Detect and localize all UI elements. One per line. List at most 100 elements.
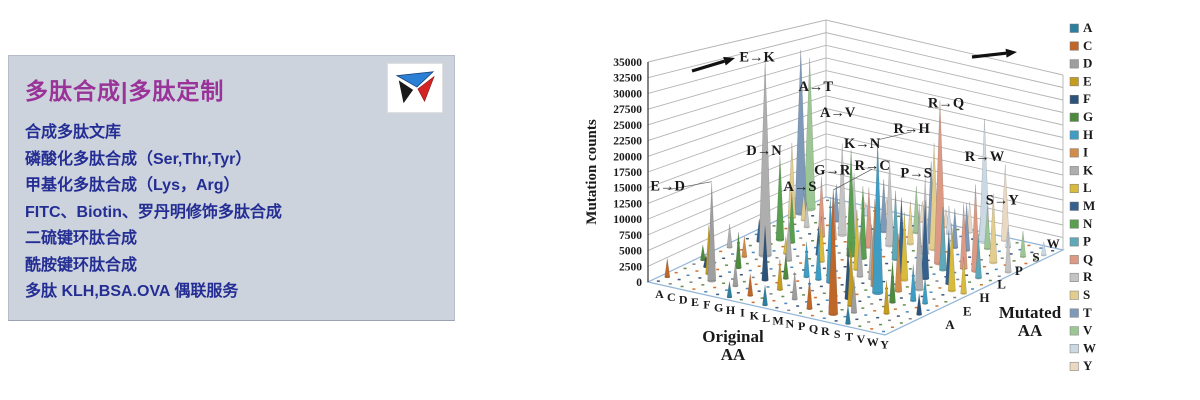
right-direction-arrow-icon [1005,48,1017,58]
y-axis-tick-label: 32500 [613,73,642,85]
floor-dot [840,259,844,261]
floor-dot [772,300,776,302]
cone-series [664,49,1047,325]
y-axis-tick-label: 20000 [613,151,642,163]
cone-spike [707,182,717,281]
floor-dot [867,296,871,298]
floor-dot [899,322,903,324]
cone-spike [960,256,967,294]
cone-spike [741,236,748,257]
cone-spike [818,216,825,262]
service-link[interactable]: 磷酸化多肽合成（Ser,Thr,Tyr） [25,150,252,168]
floor-dot [760,272,764,274]
floor-dot [908,293,912,295]
floor-dot [784,302,788,305]
y-axis-tick-label: 10000 [613,214,642,226]
floor-dot [781,295,785,298]
wall-gridlines [647,19,1064,283]
cone-spike [914,203,924,290]
z-axis-category-label: P [1015,263,1023,278]
service-link[interactable]: 合成多肽文库 [25,124,122,141]
cone-spike [762,285,768,306]
floor-dot [751,301,755,304]
floor-dot [730,278,734,280]
cone-spike [803,57,816,210]
service-link[interactable]: 酰胺键环肽合成 [25,256,138,274]
company-logo [387,63,443,113]
legend-swatch-R [1069,272,1079,282]
cone-spike [794,49,807,214]
x-axis-title: Original AA [702,327,764,364]
cone-spike [782,253,789,279]
floor-dot [656,280,660,282]
cone-spike [885,159,894,246]
cone-spike [984,206,991,249]
cone-spike [726,281,733,298]
floor-dot [843,241,847,243]
floor-dot [941,294,945,296]
legend-swatch-I [1069,148,1079,158]
floor-dot [1015,267,1019,269]
peak-annotations: E→D E→K A→T A→V A→S D→N G→R K→N R→C R→H R→Q P→S R→W S… [650,50,1019,209]
mutation-annotation-label: D→N [746,143,782,159]
x-axis-category-label: W [867,335,879,349]
floor-dot [822,292,826,295]
cone-spike [803,202,810,228]
legend-item-P: P [1083,234,1091,249]
legend-swatch-K [1069,166,1079,176]
floor-dot [760,297,764,299]
service-link[interactable]: 多肽 KLH,BSA.OVA 偶联服务 [25,283,239,300]
legend-swatch-C [1069,41,1079,51]
mutation-chart: 0 2500 5000 7500 10000 12500 15000 17500 20000 22… [580,0,1200,400]
x-axis-category-label: Y [880,337,889,351]
floor-dot [701,284,705,286]
floor-dot [825,224,829,227]
floor-dot [725,264,729,266]
legend-swatch-M [1069,201,1079,211]
floor-dot [861,282,865,284]
floor-dot [745,262,749,265]
mutation-annotation-label: R→W [965,149,1005,165]
floor-dot [805,301,809,303]
floor-dot [979,259,983,261]
floor-dot [861,307,865,309]
floor-dot [822,267,826,270]
floor-dot [719,250,723,253]
floor-dot [808,233,812,235]
legend-item-R: R [1083,269,1093,284]
floor-dot [825,299,829,301]
mutation-annotation-label: S→Y [986,193,1020,209]
x-axis-category-label: A [655,287,664,301]
floor-dot [837,277,841,279]
y-axis-title: Mutation counts [584,119,600,225]
floor-dot [834,245,838,247]
x-axis-category-label: I [740,306,745,320]
floor-dot [704,291,708,293]
service-link[interactable]: 甲基化多肽合成（Lys，Arg） [25,177,240,194]
service-link[interactable]: FITC、Biotin、罗丹明修饰多肽合成 [25,203,282,221]
floor-dot [956,278,960,281]
floor-dot [751,251,755,254]
x-axis-category-label: H [726,303,736,317]
legend-swatch-D [1069,59,1079,69]
cone-spike [735,232,742,269]
floor-dot [772,250,776,252]
floor-dot [1015,242,1019,244]
floor-dot [971,238,975,240]
legend-swatch-G [1069,112,1079,122]
floor-dot [819,310,823,313]
left-direction-arrow-icon [691,59,725,73]
floor-dot [938,287,942,289]
floor-dot [905,236,909,238]
legend-item-K: K [1083,162,1094,177]
floor-dot [781,270,785,273]
x-axis-category-label: V [857,332,866,346]
floor-dot [867,321,871,323]
legend-swatch-L [1069,183,1079,193]
cone-spike [891,190,900,260]
service-link[interactable]: 二硫键环肽合成 [25,230,138,247]
floor-dot [997,275,1001,277]
floor-dot [802,294,806,296]
floor-dot [787,309,791,312]
